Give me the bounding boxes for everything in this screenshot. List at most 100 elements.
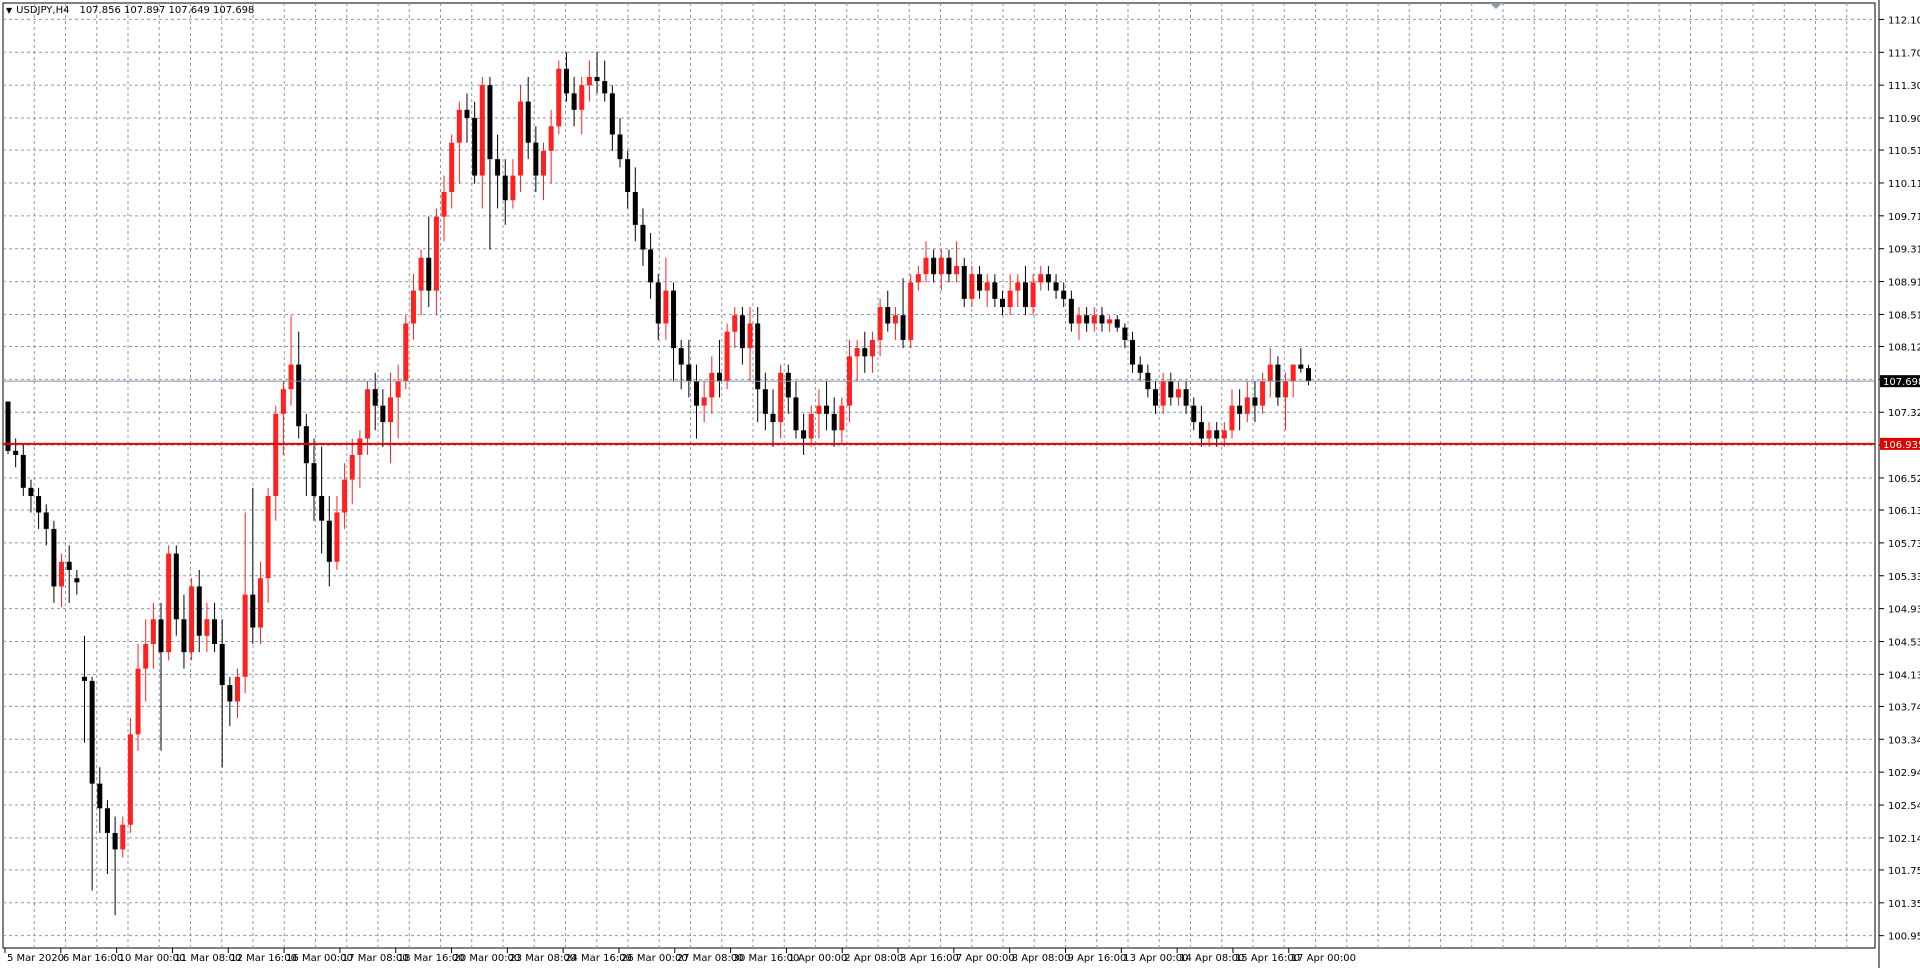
x-tick-label: 5 Mar 2020 — [7, 953, 64, 964]
candle-body — [1160, 381, 1166, 406]
y-tick-label: 103.340 — [1888, 735, 1920, 746]
candle-body — [280, 389, 286, 414]
candle-body — [1130, 339, 1136, 365]
candle-body — [1015, 282, 1021, 291]
y-tick-label: 106.520 — [1888, 474, 1920, 485]
x-tick-label: 6 Mar 16:00 — [63, 953, 123, 964]
candle-body — [663, 290, 669, 324]
candle-body — [1221, 430, 1227, 439]
candle-body — [923, 257, 929, 275]
candle-body — [1000, 298, 1005, 308]
current-price-label: 107.698 — [1883, 377, 1920, 388]
candle-body — [1007, 290, 1013, 308]
candle-body — [617, 134, 623, 160]
candle-body — [388, 397, 393, 423]
y-tick-label: 104.930 — [1888, 605, 1920, 616]
candle-body — [671, 290, 677, 349]
candle-body — [20, 454, 26, 488]
x-tick-label: 24 Mar 16:00 — [565, 953, 632, 964]
candle-body — [1091, 315, 1097, 324]
candle-body — [648, 249, 654, 283]
candle-body — [181, 619, 187, 653]
candle-body — [189, 586, 195, 653]
candle-body — [104, 808, 110, 833]
candle-body — [862, 348, 868, 357]
candle-body — [441, 192, 447, 217]
candle-body — [1298, 364, 1304, 369]
candle-body — [724, 331, 730, 381]
y-tick-label: 103.740 — [1888, 702, 1920, 713]
candle-body — [938, 257, 944, 275]
y-tick-label: 110.110 — [1888, 179, 1920, 190]
candle-body — [992, 282, 998, 299]
candle-body — [1045, 274, 1051, 283]
symbol-info-bar: ▼ USDJPY,H4 107.856 107.897 107.649 107.… — [6, 5, 254, 16]
candle-body — [533, 142, 539, 176]
candle-body — [770, 413, 776, 423]
candle-body — [602, 81, 608, 94]
candle-body — [495, 159, 501, 176]
candle-body — [449, 142, 455, 192]
candle-body — [1038, 274, 1044, 283]
candle-body — [831, 413, 837, 431]
candle-body — [127, 734, 133, 825]
candle-body — [273, 413, 279, 497]
candle-body — [816, 405, 822, 414]
candle-body — [900, 315, 906, 340]
candle-body — [479, 85, 485, 176]
candle-body — [349, 454, 355, 480]
x-tick-label: 13 Apr 00:00 — [1123, 953, 1188, 964]
y-tick-label: 105.730 — [1888, 539, 1920, 550]
candle-body — [793, 397, 799, 431]
y-tick-label: 110.510 — [1888, 146, 1920, 157]
horizontal-line-price-tag — [1880, 437, 1920, 450]
candle-body — [518, 101, 524, 176]
candle-body — [969, 274, 975, 299]
candle-body — [586, 76, 592, 86]
x-tick-label: 17 Apr 00:00 — [1291, 953, 1356, 964]
x-tick-label: 3 Apr 16:00 — [900, 953, 959, 964]
candle-body — [854, 348, 860, 357]
candle-body — [265, 496, 271, 579]
candle-body — [908, 282, 914, 340]
horizontal-line-price-label: 106.935 — [1883, 440, 1920, 451]
candle-body — [257, 578, 263, 628]
candle-body — [150, 619, 156, 644]
candle-body — [563, 68, 569, 94]
y-tick-label: 110.900 — [1888, 114, 1920, 125]
candle-body — [755, 323, 761, 390]
candle-body — [1260, 381, 1266, 406]
candle-body — [502, 175, 508, 201]
candle-body — [1237, 405, 1243, 414]
candle-body — [1267, 364, 1273, 381]
candle-body — [395, 381, 401, 398]
candle-body — [1114, 319, 1120, 328]
candle-body — [869, 339, 875, 357]
candle-body — [1206, 430, 1212, 439]
candle-body — [625, 159, 631, 192]
candle-body — [640, 224, 646, 250]
candle-body — [632, 192, 638, 225]
candle-body — [319, 496, 325, 521]
candle-body — [1290, 364, 1296, 381]
candle-body — [915, 274, 921, 283]
y-tick-label: 108.510 — [1888, 310, 1920, 321]
candle-body — [739, 315, 745, 349]
candle-body — [410, 290, 416, 324]
candle-body — [1153, 389, 1158, 406]
candle-body — [1107, 319, 1113, 324]
ohlc-values: 107.856 107.897 107.649 107.698 — [79, 5, 255, 16]
chart-shift-marker-icon — [1490, 3, 1502, 9]
candle-body — [426, 257, 432, 291]
y-tick-label: 102.540 — [1888, 801, 1920, 812]
candle-body — [380, 405, 386, 423]
candle-body — [954, 265, 960, 275]
candle-body — [808, 413, 814, 439]
collapse-triangle-icon[interactable]: ▼ — [6, 6, 13, 15]
x-tick-label: 11 Mar 08:00 — [174, 953, 241, 964]
candle-body — [1137, 364, 1143, 373]
x-tick-label: 8 Apr 08:00 — [1012, 953, 1071, 964]
candle-body — [204, 619, 210, 636]
